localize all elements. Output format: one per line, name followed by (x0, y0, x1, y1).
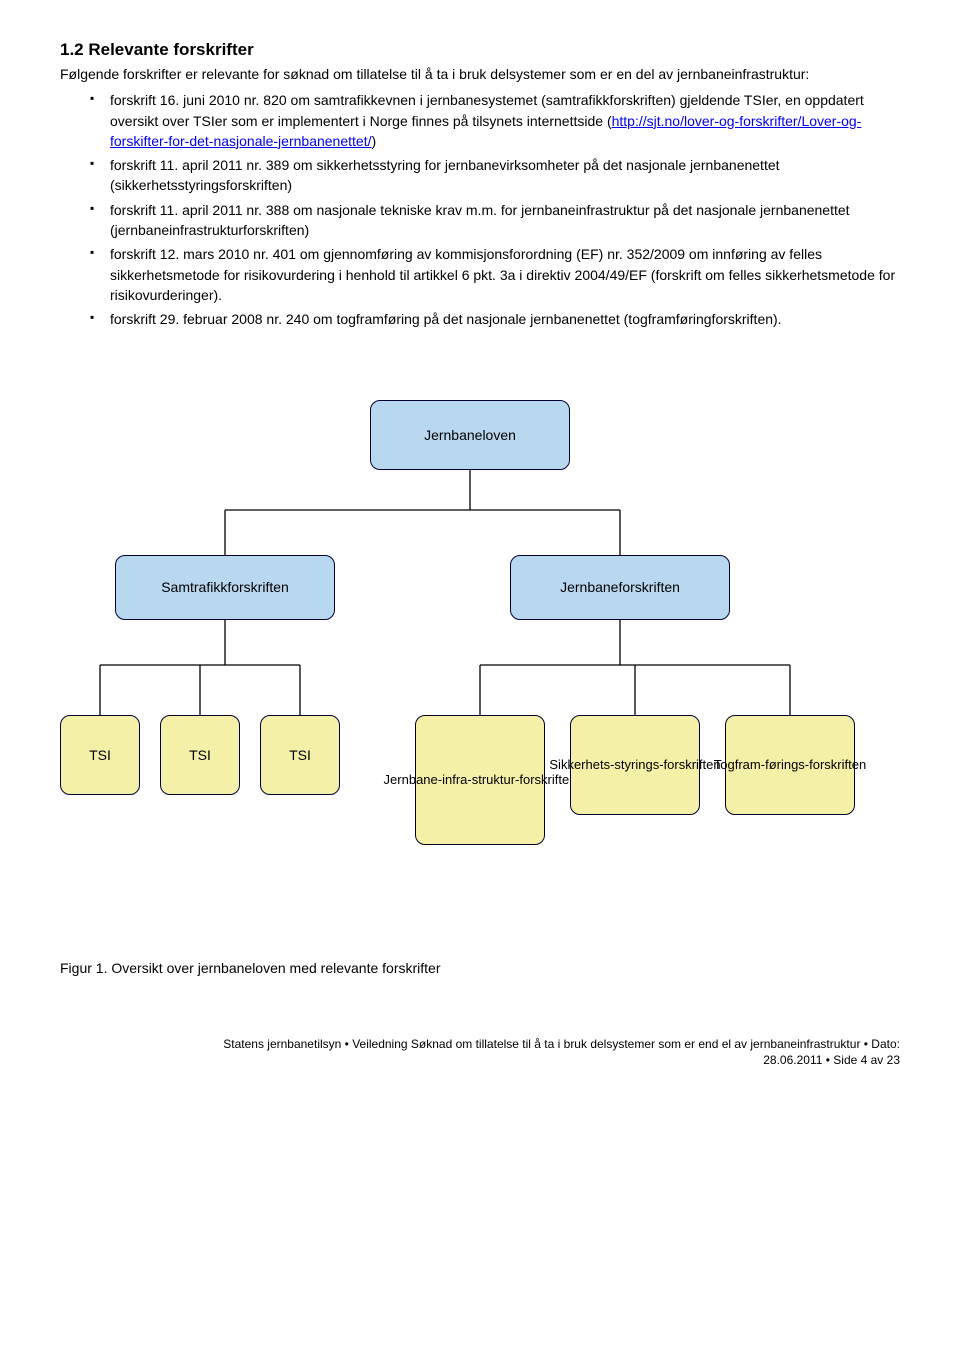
regulation-list: forskrift 16. juni 2010 nr. 820 om samtr… (60, 90, 900, 329)
footer-line-2: 28.06.2011 • Side 4 av 23 (60, 1052, 900, 1068)
node-tsi-1: TSI (60, 715, 140, 795)
list-item-text: forskrift 29. februar 2008 nr. 240 om to… (110, 311, 782, 327)
intro-paragraph: Følgende forskrifter er relevante for sø… (60, 64, 900, 84)
page-footer: Statens jernbanetilsyn • Veiledning Søkn… (60, 1036, 900, 1068)
node-jernbaneinfrastrukturforskriften: Jernbane-infra-struktur-forskriften (415, 715, 545, 845)
list-item: forskrift 11. april 2011 nr. 388 om nasj… (90, 200, 900, 241)
hierarchy-diagram: Jernbaneloven Samtrafikkforskriften Jern… (60, 400, 880, 900)
list-item-text: forskrift 11. april 2011 nr. 389 om sikk… (110, 157, 780, 193)
list-item-text-post: ) (371, 133, 376, 149)
list-item: forskrift 16. juni 2010 nr. 820 om samtr… (90, 90, 900, 151)
node-togframforingsforskriften: Togfram-førings-forskriften (725, 715, 855, 815)
node-tsi-3: TSI (260, 715, 340, 795)
list-item-text: forskrift 12. mars 2010 nr. 401 om gjenn… (110, 246, 895, 303)
list-item-text: forskrift 11. april 2011 nr. 388 om nasj… (110, 202, 850, 238)
list-item: forskrift 11. april 2011 nr. 389 om sikk… (90, 155, 900, 196)
node-sikkerhetsstyringsforskriften: Sikkerhets-styrings-forskriften (570, 715, 700, 815)
list-item: forskrift 29. februar 2008 nr. 240 om to… (90, 309, 900, 329)
node-tsi-2: TSI (160, 715, 240, 795)
section-heading: 1.2 Relevante forskrifter (60, 40, 900, 60)
list-item: forskrift 12. mars 2010 nr. 401 om gjenn… (90, 244, 900, 305)
footer-line-1: Statens jernbanetilsyn • Veiledning Søkn… (60, 1036, 900, 1052)
node-samtrafikkforskriften: Samtrafikkforskriften (115, 555, 335, 620)
figure-caption: Figur 1. Oversikt over jernbaneloven med… (60, 960, 900, 976)
node-jernbaneloven: Jernbaneloven (370, 400, 570, 470)
node-jernbaneforskriften: Jernbaneforskriften (510, 555, 730, 620)
